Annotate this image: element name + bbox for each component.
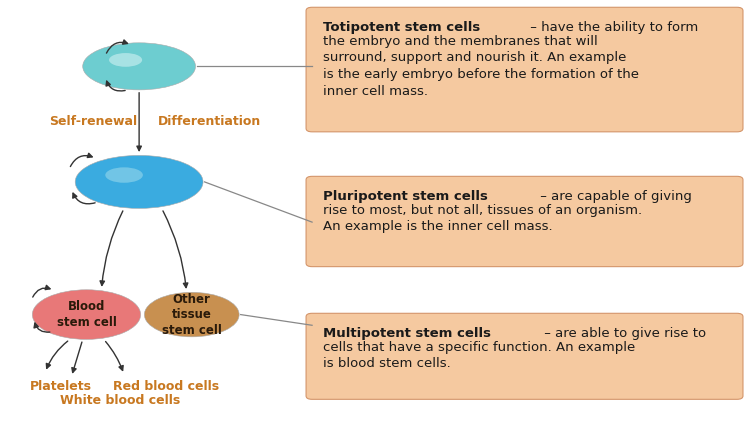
Text: Blood
stem cell: Blood stem cell — [56, 300, 117, 329]
Text: rise to most, but not all, tissues of an organism.
An example is the inner cell : rise to most, but not all, tissues of an… — [323, 204, 642, 233]
Text: Multipotent stem cells: Multipotent stem cells — [323, 327, 491, 340]
Ellipse shape — [83, 43, 196, 90]
FancyBboxPatch shape — [306, 176, 743, 267]
Text: White blood cells: White blood cells — [60, 395, 180, 407]
Ellipse shape — [32, 290, 141, 339]
Text: Self-renewal: Self-renewal — [49, 116, 137, 128]
Text: Pluripotent stem cells: Pluripotent stem cells — [323, 190, 488, 203]
Text: – are able to give rise to: – are able to give rise to — [540, 327, 706, 340]
Text: Platelets: Platelets — [30, 380, 92, 393]
Text: – have the ability to form: – have the ability to form — [526, 21, 699, 34]
Text: Other
tissue
stem cell: Other tissue stem cell — [162, 293, 222, 336]
Ellipse shape — [109, 53, 142, 67]
Text: Red blood cells: Red blood cells — [113, 380, 219, 393]
Text: the embryo and the membranes that will
surround, support and nourish it. An exam: the embryo and the membranes that will s… — [323, 35, 639, 98]
Ellipse shape — [144, 292, 239, 337]
Text: Differentiation: Differentiation — [158, 116, 261, 128]
Ellipse shape — [105, 167, 143, 183]
FancyBboxPatch shape — [306, 7, 743, 132]
Ellipse shape — [75, 155, 203, 208]
Text: Totipotent stem cells: Totipotent stem cells — [323, 21, 481, 34]
Text: – are capable of giving: – are capable of giving — [536, 190, 692, 203]
Text: cells that have a specific function. An example
is blood stem cells.: cells that have a specific function. An … — [323, 341, 635, 370]
FancyBboxPatch shape — [306, 313, 743, 399]
